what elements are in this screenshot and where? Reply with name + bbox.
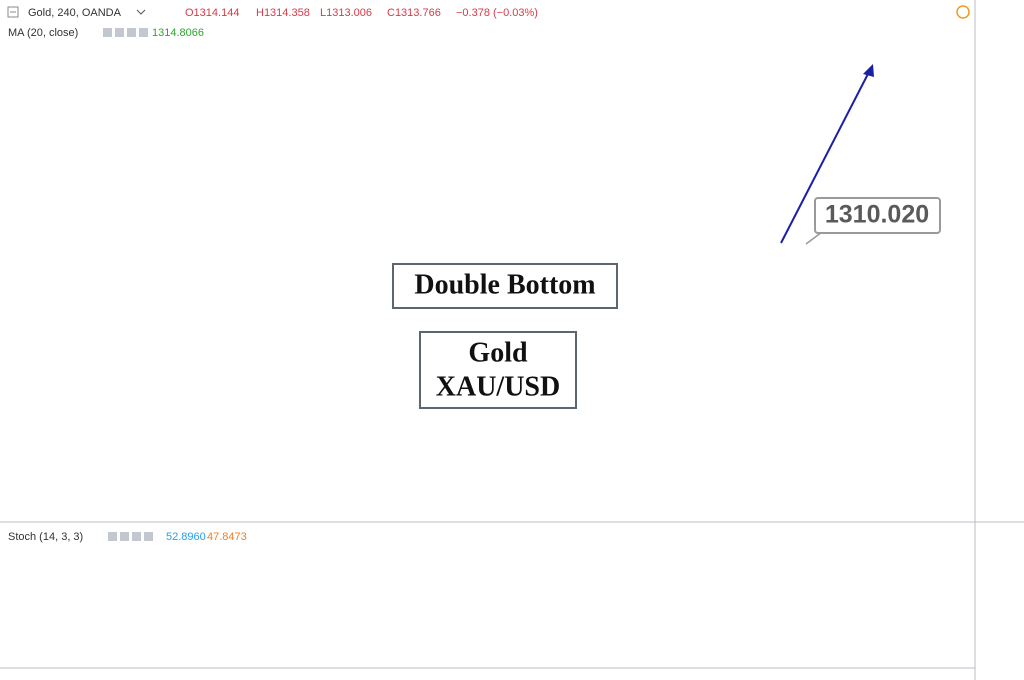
stoch-k-value: 52.8960 bbox=[166, 531, 206, 543]
dropdown-icon[interactable] bbox=[136, 9, 146, 15]
arrow-head bbox=[863, 64, 874, 77]
ohlc-low: L1313.006 bbox=[320, 7, 372, 19]
ma-value: 1314.8066 bbox=[152, 27, 204, 39]
legend-icon[interactable] bbox=[120, 532, 129, 541]
change-label: −0.378 (−0.03%) bbox=[456, 7, 538, 19]
ohlc-high: H1314.358 bbox=[256, 7, 310, 19]
symbol-title: Gold, 240, OANDA bbox=[28, 7, 122, 19]
legend-icon[interactable] bbox=[108, 532, 117, 541]
stoch-legend: Stoch (14, 3, 3) bbox=[8, 531, 83, 543]
legend-icon[interactable] bbox=[103, 28, 112, 37]
ma-legend: MA (20, close) bbox=[8, 27, 78, 39]
ohlc-close: C1313.766 bbox=[387, 7, 441, 19]
callout-label: 1310.020 bbox=[825, 201, 929, 229]
annotation-box bbox=[392, 263, 618, 309]
annotation-label: Gold bbox=[468, 337, 528, 368]
annotation-label: Double Bottom bbox=[414, 269, 595, 300]
annotation-label: XAU/USD bbox=[436, 371, 560, 402]
legend-icon[interactable] bbox=[127, 28, 136, 37]
legend-icons bbox=[108, 532, 153, 541]
legend-icon[interactable] bbox=[132, 532, 141, 541]
legend-icons bbox=[103, 28, 148, 37]
callout-box bbox=[814, 197, 941, 234]
ohlc-open: O1314.144 bbox=[185, 7, 239, 19]
stoch-d-value: 47.8473 bbox=[207, 531, 247, 543]
alert-icon[interactable] bbox=[956, 5, 970, 19]
legend-icon[interactable] bbox=[115, 28, 124, 37]
annotation-box bbox=[419, 331, 577, 409]
legend-icon[interactable] bbox=[144, 532, 153, 541]
legend-icon[interactable] bbox=[139, 28, 148, 37]
collapse-icon[interactable] bbox=[7, 6, 19, 18]
trend-arrow bbox=[780, 69, 871, 244]
